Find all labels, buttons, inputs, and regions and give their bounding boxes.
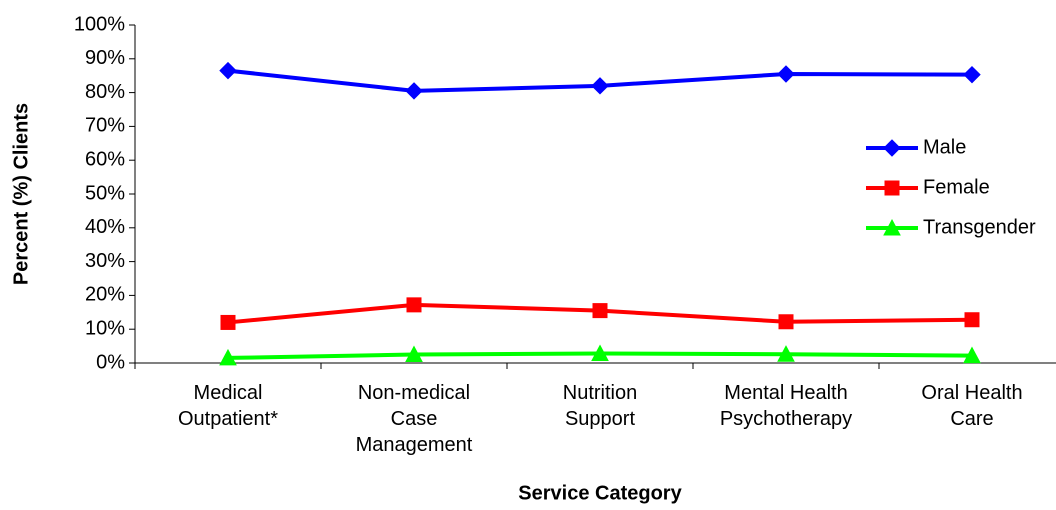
y-tick-label: 50% [85,182,125,204]
legend-label: Transgender [923,216,1036,238]
data-point [220,314,236,330]
legend-label: Female [923,176,990,198]
x-tick-label: Nutrition Support [562,382,638,430]
x-axis-title: Service Category [518,482,682,504]
x-tick-label: Non-medical Case Management [355,382,473,456]
data-point [405,82,423,100]
legend-marker [884,180,900,196]
data-point [219,61,237,80]
y-tick-label: 10% [85,317,125,339]
data-point [591,77,609,95]
data-point [777,345,795,362]
legend-marker [883,218,901,236]
x-tick-label: Medical Outpatient* [177,382,279,430]
data-point [963,346,981,364]
y-tick-label: 100% [74,13,125,35]
x-tick-label: Mental Health Psychotherapy [719,382,853,430]
data-point [591,344,609,362]
data-point [778,314,794,330]
data-point [219,348,237,366]
data-point [406,297,422,313]
y-tick-label: 90% [85,47,125,69]
y-tick-label: 20% [85,284,125,306]
data-point [777,65,795,83]
data-point [405,345,423,363]
x-tick-label: Oral Health Care [921,382,1023,430]
y-tick-label: 30% [85,250,125,272]
y-tick-label: 60% [85,148,125,170]
y-tick-label: 40% [85,216,125,238]
data-point [964,312,980,328]
data-point [592,303,608,319]
y-axis-title: Percent (%) Clients [10,103,32,285]
data-point [963,65,981,84]
y-tick-label: 80% [85,81,125,103]
y-tick-label: 70% [85,115,125,137]
legend-label: Male [923,136,966,158]
legend-marker [883,139,901,157]
y-tick-label: 0% [96,351,125,373]
